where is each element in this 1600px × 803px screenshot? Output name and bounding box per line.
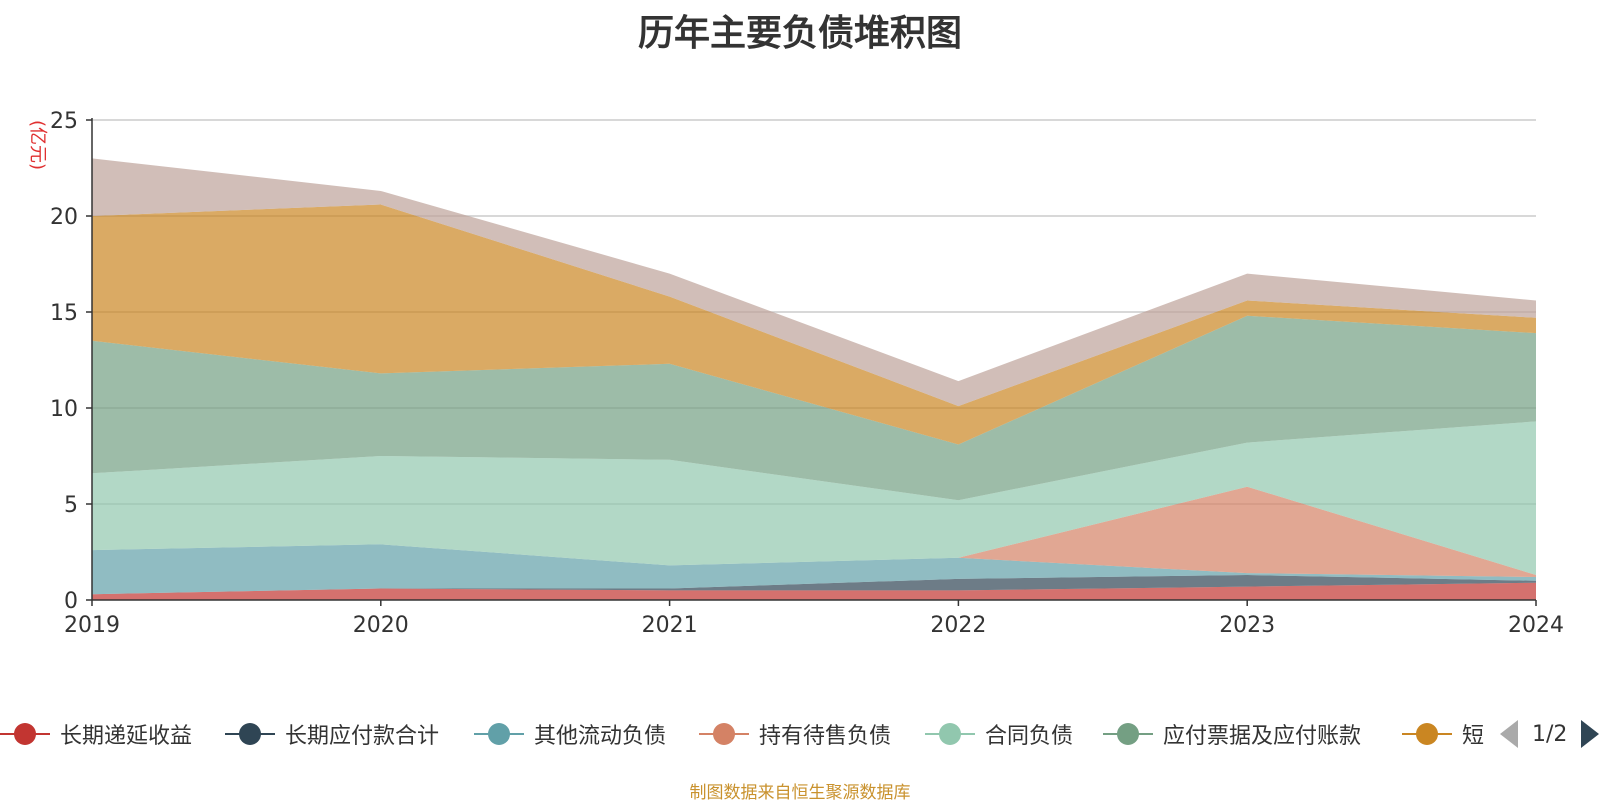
x-tick-label: 2019 — [64, 613, 120, 638]
legend-label: 持有待售负债 — [759, 724, 892, 749]
legend-marker-icon — [474, 719, 524, 749]
y-axis-unit-label: (亿元) — [27, 120, 48, 170]
legend-item[interactable]: 短 — [1402, 712, 1484, 756]
x-tick-label: 2020 — [353, 613, 409, 638]
y-tick-label: 15 — [50, 301, 78, 326]
data-source-note: 制图数据来自恒生聚源数据库 — [689, 783, 911, 803]
legend-label: 长期应付款合计 — [285, 724, 440, 749]
area-series-1 — [92, 575, 1536, 595]
y-tick-label: 20 — [50, 205, 78, 230]
legend-pager: 1/2 — [1500, 712, 1600, 756]
legend-marker-icon — [0, 719, 50, 749]
area-series-5 — [92, 315, 1536, 501]
x-tick-label: 2024 — [1508, 613, 1564, 638]
legend-item[interactable]: 合同负债 — [925, 712, 1073, 756]
y-tick-label: 5 — [64, 493, 78, 518]
legend-item[interactable]: 应付票据及应付账款 — [1103, 712, 1361, 756]
stacked-area-chart: 0 5 10 15 20 25 2019 2020 2021 2022 2023 2024 (亿元) — [27, 109, 1564, 638]
area-series-3 — [92, 486, 1536, 577]
area-series-4 — [92, 421, 1536, 575]
legend-label: 应付票据及应付账款 — [1163, 724, 1362, 749]
chart-title: 历年主要负债堆积图 — [637, 13, 962, 54]
area-series-6 — [92, 204, 1536, 445]
legend-marker-icon — [1103, 719, 1153, 749]
y-tick-label: 0 — [64, 589, 78, 614]
legend-marker-icon — [925, 719, 975, 749]
legend-prev-page-icon[interactable] — [1500, 720, 1518, 748]
legend-page-indicator: 1/2 — [1532, 721, 1568, 747]
legend: 长期递延收益 长期应付款合计 其他流动负债 持有待售负债 合同负债 应付票据及应付账款 短 — [0, 712, 1600, 756]
y-tick-label: 10 — [50, 397, 78, 422]
legend-label: 长期递延收益 — [60, 724, 193, 749]
legend-marker-icon — [1402, 719, 1452, 749]
legend-marker-icon — [699, 719, 749, 749]
legend-label: 合同负债 — [985, 724, 1074, 749]
x-tick-label: 2023 — [1219, 613, 1275, 638]
area-series-2 — [92, 544, 1536, 595]
legend-item[interactable]: 其他流动负债 — [474, 712, 666, 756]
y-tick-label: 25 — [50, 109, 78, 134]
legend-item[interactable]: 长期应付款合计 — [225, 712, 439, 756]
legend-label: 其他流动负债 — [534, 724, 667, 749]
legend-item[interactable]: 长期递延收益 — [0, 712, 192, 756]
x-tick-label: 2021 — [642, 613, 698, 638]
area-series-0 — [92, 582, 1536, 600]
legend-label: 短 — [1462, 724, 1485, 749]
legend-item[interactable]: 持有待售负债 — [699, 712, 891, 756]
area-series-7 — [92, 158, 1536, 407]
x-tick-label: 2022 — [930, 613, 986, 638]
legend-next-page-icon[interactable] — [1581, 720, 1600, 748]
legend-marker-icon — [225, 719, 275, 749]
